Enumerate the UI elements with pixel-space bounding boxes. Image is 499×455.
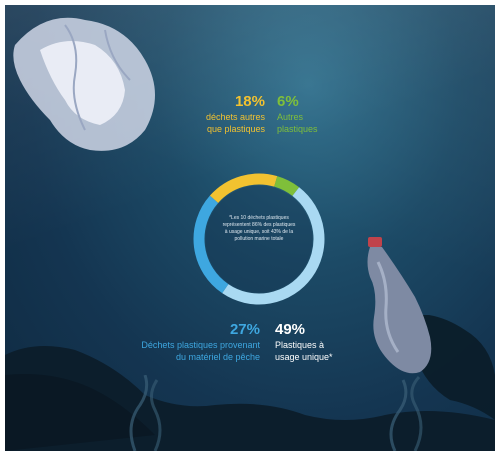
donut-center-note: *Les 10 déchets plastiques représentent … xyxy=(209,215,309,243)
donut-segment-49 xyxy=(222,187,325,305)
donut-hole xyxy=(205,185,313,293)
stat-6-other-plastics: 6% Autres plastiques xyxy=(277,93,357,135)
plastic-bag-illustration xyxy=(13,17,156,151)
stat-percent: 18% xyxy=(234,93,265,110)
stat-label-line1: Déchets plastiques provenant xyxy=(141,340,260,350)
stat-49-single-use: 49% Plastiques à usage unique* xyxy=(275,321,375,363)
donut-segment-6 xyxy=(273,176,300,197)
center-note-line4: pollution marine totale xyxy=(234,236,284,242)
infographic-frame: 18% déchets autres que plastiques 6% Aut… xyxy=(5,5,495,451)
stat-label-line1: Autres xyxy=(277,112,304,122)
stat-label-line2: que plastiques xyxy=(206,124,265,134)
stat-percent: 49% xyxy=(275,321,306,338)
stat-label-line1: Plastiques à xyxy=(275,340,325,350)
donut-segment-27 xyxy=(193,195,229,294)
stat-percent: 6% xyxy=(277,93,299,110)
seaweed-illustration xyxy=(129,375,423,451)
donut-segment-18 xyxy=(209,173,278,204)
center-note-line3: à usage unique, soit 43% de la xyxy=(224,229,294,235)
stat-18-non-plastic: 18% déchets autres que plastiques xyxy=(175,93,265,135)
stat-label-line2: du matériel de pêche xyxy=(175,352,260,362)
center-note-line2: représentent 86% des plastiques xyxy=(222,222,296,228)
stat-label-line2: usage unique* xyxy=(275,352,333,362)
donut-chart xyxy=(193,173,325,305)
plastic-bottle-illustration xyxy=(367,237,432,374)
stat-label-line2: plastiques xyxy=(277,124,318,134)
stat-label-line1: déchets autres xyxy=(205,112,265,122)
stat-27-fishing-gear: 27% Déchets plastiques provenant du maté… xyxy=(80,321,260,363)
stat-percent: 27% xyxy=(229,321,260,338)
center-note-line1: *Les 10 déchets plastiques xyxy=(229,215,289,221)
